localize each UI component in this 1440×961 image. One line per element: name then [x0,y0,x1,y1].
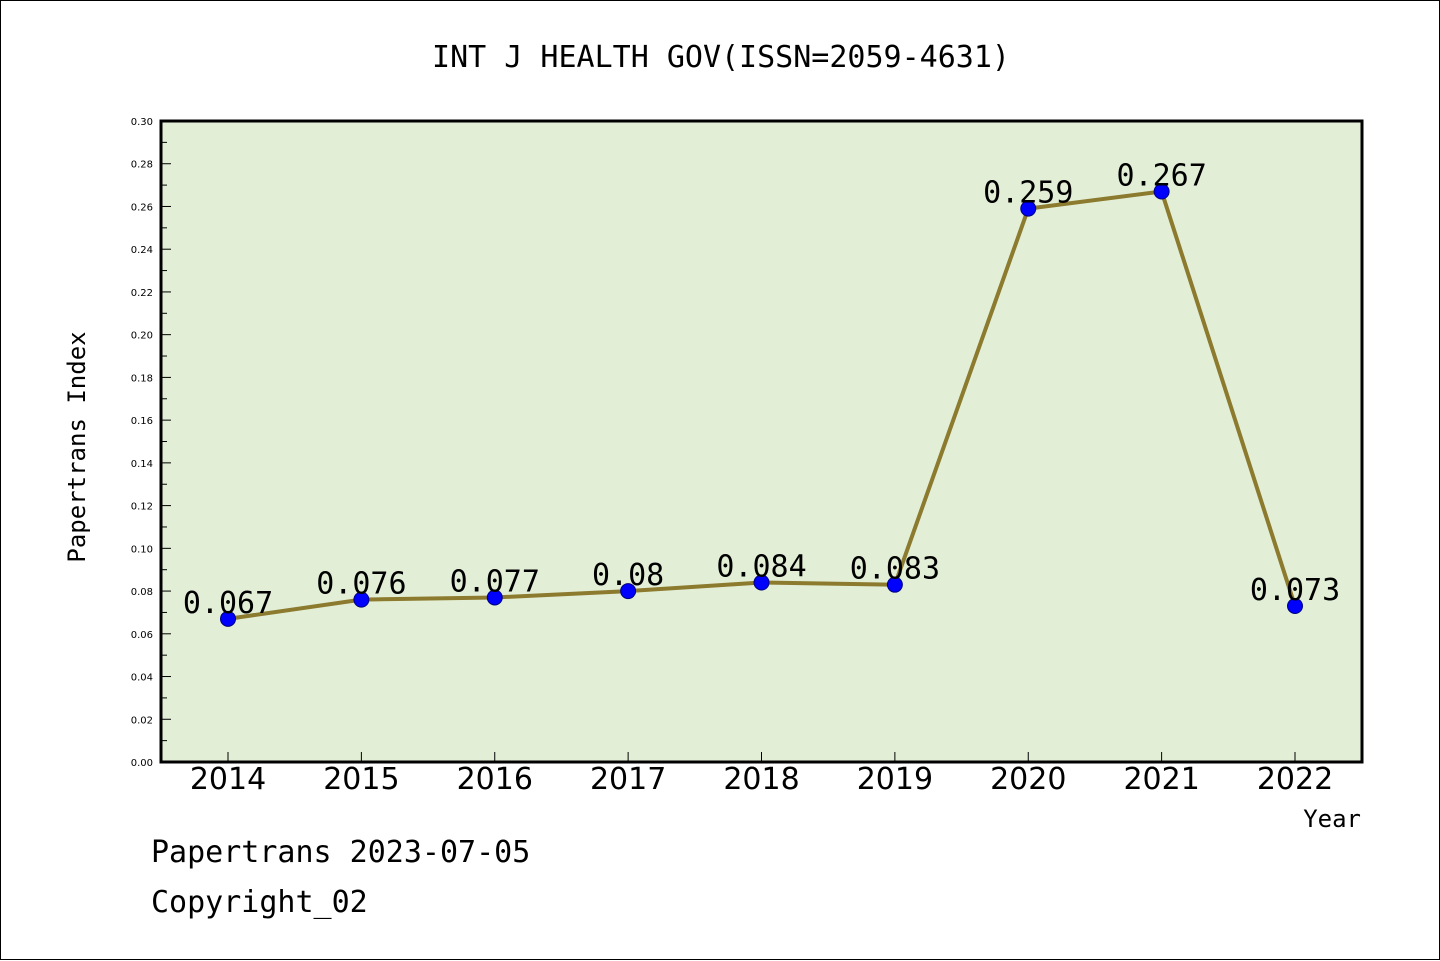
y-tick-label: 0.02 [131,715,153,726]
chart-title: INT J HEALTH GOV(ISSN=2059-4631) [432,40,1010,75]
data-point [220,610,236,627]
y-tick-label: 0.18 [131,373,153,384]
data-series: 0.067 0.076 0.077 0.08 0.084 0.083 0.259 0.267 0… [183,159,1340,627]
data-label: 0.084 [716,550,806,585]
data-point [486,589,503,606]
y-tick-label: 0.06 [131,630,153,641]
data-point [1153,183,1170,200]
data-label: 0.067 [183,586,273,621]
y-tick-label: 0.30 [131,117,153,128]
data-label: 0.08 [592,558,664,593]
y-tick-label: 0.04 [131,673,153,684]
x-tick-label: 2022 [1257,762,1333,797]
y-tick-label: 0.10 [131,544,153,555]
x-tick-label: 2020 [990,762,1066,797]
data-label: 0.073 [1250,573,1340,608]
data-point [1020,200,1037,217]
y-tick-label: 0.08 [131,587,153,598]
x-tick-label: 2021 [1123,762,1199,797]
x-tick-label: 2018 [723,762,799,797]
y-tick-label: 0.16 [131,416,153,427]
x-tick-label: 2014 [190,762,266,797]
footer-source: Papertrans 2023-07-05 [151,835,531,870]
x-tick-label: 2015 [323,762,399,797]
data-label: 0.077 [450,564,540,599]
plot-area [159,119,1364,764]
data-label: 0.259 [983,176,1073,211]
data-point [620,583,637,600]
y-tick-label: 0.28 [131,160,153,171]
data-point [753,574,770,591]
data-point [886,576,903,593]
data-label: 0.083 [850,552,940,587]
x-axis-label: Year [1303,805,1361,833]
x-tick-label: 2016 [457,762,533,797]
y-tick-label: 0.12 [131,502,153,513]
x-tick-label: 2019 [857,762,933,797]
y-axis-label: Papertrans Index [63,331,91,562]
y-tick-label: 0.00 [131,758,153,769]
y-tick-label: 0.14 [131,459,153,470]
data-label: 0.267 [1116,159,1206,194]
footer-copyright: Copyright_02 [151,885,368,920]
y-tick-label: 0.20 [131,331,153,342]
x-axis: 2014 2015 2016 2017 2018 2019 2020 2021 2022 [190,752,1333,797]
x-tick-label: 2017 [590,762,666,797]
data-label: 0.076 [316,567,406,602]
y-tick-label: 0.26 [131,202,153,213]
y-tick-label: 0.24 [131,245,153,256]
y-axis: 0.00 0.02 0.04 0.06 0.08 0.10 0.12 0.14 0.16 0.18… [131,117,171,769]
y-tick-label: 0.22 [131,288,153,299]
data-point [1287,598,1303,615]
data-point [353,591,370,608]
